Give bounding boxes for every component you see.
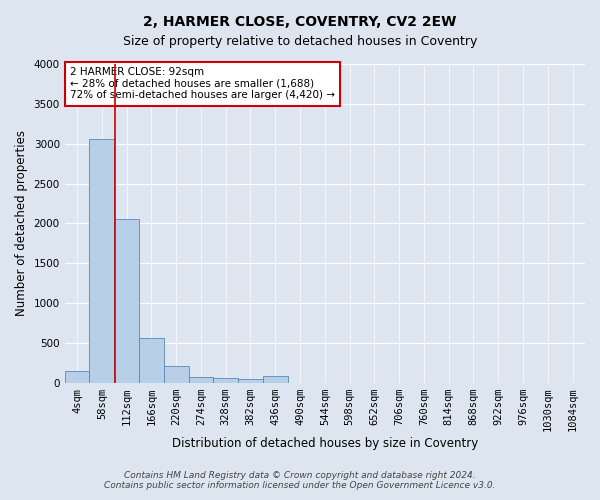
Bar — [238, 379, 263, 383]
Y-axis label: Number of detached properties: Number of detached properties — [15, 130, 28, 316]
Text: Contains HM Land Registry data © Crown copyright and database right 2024.
Contai: Contains HM Land Registry data © Crown c… — [104, 470, 496, 490]
Bar — [139, 338, 164, 383]
Bar — [214, 378, 238, 383]
Bar — [263, 376, 287, 383]
X-axis label: Distribution of detached houses by size in Coventry: Distribution of detached houses by size … — [172, 437, 478, 450]
Bar — [89, 139, 114, 383]
Text: 2, HARMER CLOSE, COVENTRY, CV2 2EW: 2, HARMER CLOSE, COVENTRY, CV2 2EW — [143, 15, 457, 29]
Bar — [65, 371, 89, 383]
Bar — [188, 377, 214, 383]
Bar — [164, 366, 188, 383]
Bar — [114, 218, 139, 383]
Text: 2 HARMER CLOSE: 92sqm
← 28% of detached houses are smaller (1,688)
72% of semi-d: 2 HARMER CLOSE: 92sqm ← 28% of detached … — [70, 67, 335, 100]
Text: Size of property relative to detached houses in Coventry: Size of property relative to detached ho… — [123, 35, 477, 48]
